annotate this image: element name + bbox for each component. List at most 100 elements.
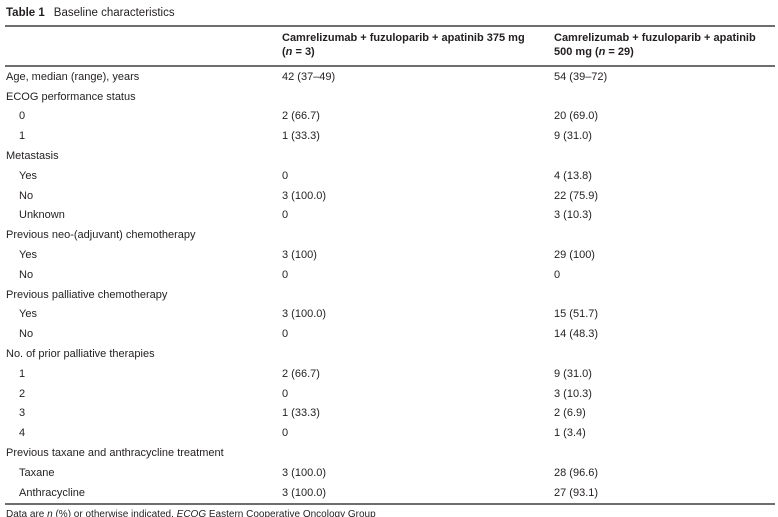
table-row: Yes 3 (100) 29 (100) [5, 245, 775, 265]
row-value-375mg: 0 [282, 427, 289, 440]
row-value-375mg: 0 [282, 387, 289, 400]
header-col-375mg: Camrelizumab + fuzuloparib + apatinib 37… [282, 32, 554, 59]
table-row: No 0 14 (48.3) [5, 324, 775, 344]
row-value-500mg: 15 (51.7) [554, 308, 599, 321]
row-label: Previous neo-(adjuvant) chemotherapy [6, 229, 196, 242]
row-label: Previous palliative chemotherapy [6, 288, 168, 301]
row-label: No. of prior palliative therapies [6, 348, 155, 361]
header-label-spacer [5, 32, 282, 59]
row-value-500mg: 3 (10.3) [554, 209, 592, 222]
row-value-500mg: 14 (48.3) [554, 328, 599, 341]
header-col-500mg: Camrelizumab + fuzuloparib + apatinib 50… [554, 32, 775, 59]
row-label: Yes [19, 308, 37, 321]
footnote-mid: (%) or otherwise indicated. [52, 508, 177, 517]
table-body: Age, median (range), years 42 (37–49) 54… [5, 67, 775, 503]
table-row: Yes 3 (100.0) 15 (51.7) [5, 305, 775, 325]
row-label: 1 [19, 130, 26, 143]
table-row: No 0 0 [5, 265, 775, 285]
row-value-375mg: 1 (33.3) [282, 407, 320, 420]
table-footnote: Data are n (%) or otherwise indicated. E… [5, 505, 775, 517]
row-value-500mg: 22 (75.9) [554, 189, 599, 202]
footnote-ecog-italic: ECOG [176, 508, 207, 517]
header-col1-paren: ( [282, 45, 286, 58]
table-caption: Table 1 Baseline characteristics [5, 0, 775, 25]
row-value-500mg: 0 [554, 268, 561, 281]
table-row: Age, median (range), years 42 (37–49) 54… [5, 67, 775, 87]
table-row: Previous taxane and anthracycline treatm… [5, 443, 775, 463]
row-value-500mg: 2 (6.9) [554, 407, 586, 420]
row-value-375mg: 3 (100.0) [282, 486, 327, 499]
table-row: Anthracycline 3 (100.0) 27 (93.1) [5, 483, 775, 503]
footnote-post: Eastern Cooperative Oncology Group [206, 508, 376, 517]
table-row: 2 0 3 (10.3) [5, 384, 775, 404]
row-value-500mg: 9 (31.0) [554, 367, 592, 380]
row-value-500mg: 1 (3.4) [554, 427, 586, 440]
row-label: Taxane [19, 466, 55, 479]
row-label: No [19, 328, 34, 341]
table-row: No. of prior palliative therapies [5, 344, 775, 364]
row-value-375mg: 1 (33.3) [282, 130, 320, 143]
row-value-375mg: 0 [282, 209, 289, 222]
table-row: Metastasis [5, 146, 775, 166]
footnote-pre: Data are [6, 508, 48, 517]
row-value-375mg: 3 (100.0) [282, 308, 327, 321]
row-value-375mg: 2 (66.7) [282, 110, 320, 123]
row-label: 1 [19, 367, 26, 380]
row-label: 3 [19, 407, 26, 420]
table-row: Previous neo-(adjuvant) chemotherapy [5, 225, 775, 245]
table-row: 3 1 (33.3) 2 (6.9) [5, 404, 775, 424]
row-label: No [19, 268, 34, 281]
table-row: Unknown 0 3 (10.3) [5, 206, 775, 226]
header-col2-count: = 29) [605, 45, 634, 58]
divider-top [5, 25, 775, 27]
row-value-375mg: 3 (100.0) [282, 466, 327, 479]
header-col1-n: n [285, 45, 293, 58]
row-value-500mg: 54 (39–72) [554, 70, 608, 83]
row-label: 2 [19, 387, 26, 400]
row-label: Age, median (range), years [6, 70, 140, 83]
header-col1-count: = 3) [292, 45, 315, 58]
row-label: 0 [19, 110, 26, 123]
table-header-row: Camrelizumab + fuzuloparib + apatinib 37… [5, 27, 775, 65]
row-label: Yes [19, 249, 37, 262]
table-row: Previous palliative chemotherapy [5, 285, 775, 305]
header-col2-name: Camrelizumab + fuzuloparib + apatinib [554, 32, 756, 44]
row-label: 4 [19, 427, 26, 440]
table-row: Taxane 3 (100.0) 28 (96.6) [5, 463, 775, 483]
row-value-375mg: 2 (66.7) [282, 367, 320, 380]
row-label: ECOG performance status [6, 90, 136, 103]
header-col2-n: n [598, 45, 606, 58]
table-row: 1 1 (33.3) 9 (31.0) [5, 126, 775, 146]
row-label: Yes [19, 169, 37, 182]
row-label: Previous taxane and anthracycline treatm… [6, 447, 224, 460]
table-title-text: Baseline characteristics [53, 7, 175, 19]
row-value-500mg: 4 (13.8) [554, 169, 592, 182]
row-value-500mg: 27 (93.1) [554, 486, 599, 499]
row-value-375mg: 0 [282, 328, 289, 341]
divider-header [5, 65, 775, 67]
table-row: 4 0 1 (3.4) [5, 423, 775, 443]
header-col1-name: Camrelizumab + fuzuloparib + apatinib 37… [282, 32, 525, 44]
row-value-500mg: 20 (69.0) [554, 110, 599, 123]
row-label: Anthracycline [19, 486, 86, 499]
table-row: Yes 0 4 (13.8) [5, 166, 775, 186]
row-label: No [19, 189, 34, 202]
row-value-500mg: 29 (100) [554, 249, 595, 262]
table-row: 1 2 (66.7) 9 (31.0) [5, 364, 775, 384]
row-value-500mg: 28 (96.6) [554, 466, 599, 479]
row-value-375mg: 0 [282, 268, 289, 281]
row-value-500mg: 9 (31.0) [554, 130, 592, 143]
table-1-baseline-characteristics: Table 1 Baseline characteristics Camreliz… [5, 0, 775, 517]
row-label: Metastasis [6, 150, 59, 163]
row-value-375mg: 0 [282, 169, 289, 182]
footnote-n-italic: n [47, 508, 53, 517]
row-value-375mg: 3 (100.0) [282, 189, 327, 202]
row-value-375mg: 3 (100) [282, 249, 317, 262]
row-label: Unknown [19, 209, 65, 222]
table-row: 0 2 (66.7) 20 (69.0) [5, 107, 775, 127]
table-row: No 3 (100.0) 22 (75.9) [5, 186, 775, 206]
table-number: Table 1 [6, 7, 45, 19]
divider-bottom [5, 502, 775, 505]
table-row: ECOG performance status [5, 87, 775, 107]
